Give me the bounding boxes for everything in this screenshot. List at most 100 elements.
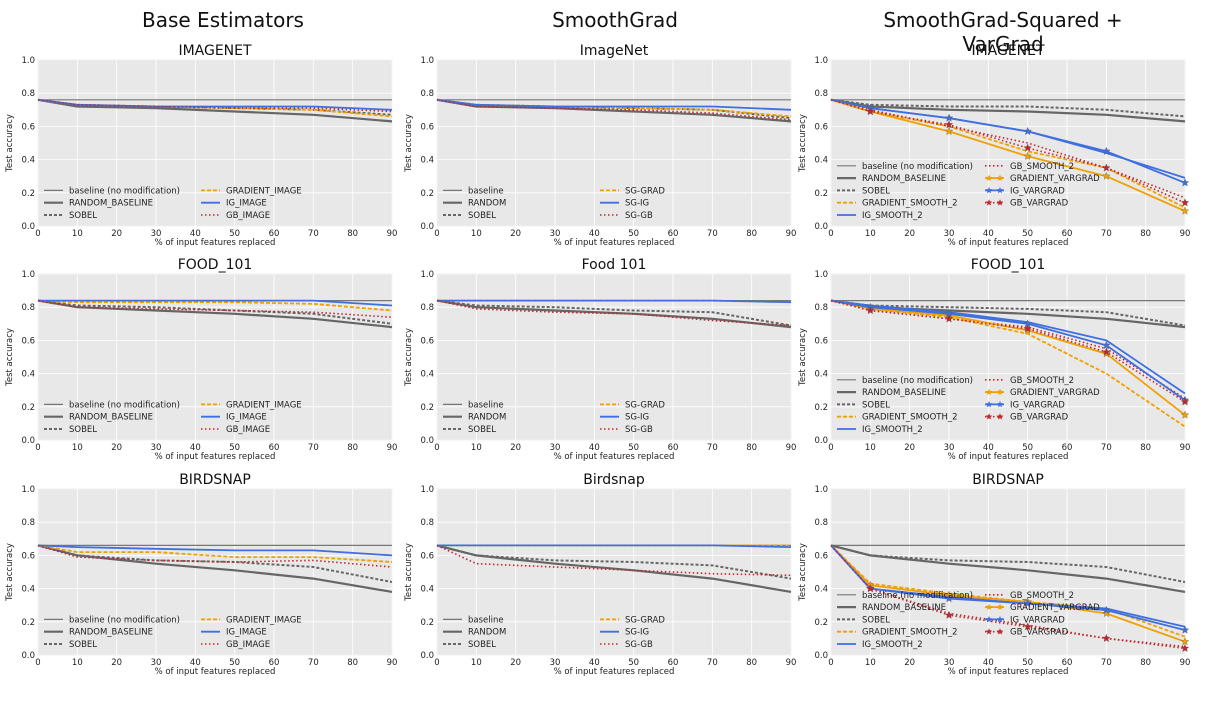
y-tick-label: 0.0 (420, 436, 434, 446)
y-tick-label: 0.4 (21, 370, 35, 380)
y-tick-label: 0.8 (21, 518, 35, 528)
x-tick-label: 80 (347, 229, 358, 239)
x-tick-label: 60 (668, 658, 679, 668)
x-tick-label: 20 (111, 443, 122, 453)
series-line (436, 299, 792, 329)
series-marker (944, 610, 954, 619)
legend-label: SOBEL (862, 186, 890, 196)
x-tick-label: 70 (1101, 229, 1112, 239)
series-line (437, 544, 792, 548)
series-line (37, 99, 393, 113)
legend-label: IG_SMOOTH_2 (862, 640, 923, 650)
legend-label: baseline (468, 186, 504, 196)
y-tick-label: 0.0 (814, 651, 828, 661)
column-title-smoothgrad: SmoothGrad (552, 8, 678, 32)
series-line (436, 98, 792, 111)
x-tick-label: 80 (746, 229, 757, 239)
series-marker (1180, 206, 1190, 215)
y-tick-label: 0.8 (420, 518, 434, 528)
x-tick-label: 40 (190, 443, 201, 453)
y-tick-label: 0.6 (420, 551, 434, 561)
legend-label: GRADIENT_SMOOTH_2 (862, 413, 958, 423)
x-tick-label: 90 (1180, 658, 1191, 668)
legend-marker (996, 628, 1004, 635)
chart-title: FOOD_101 (178, 257, 253, 273)
x-tick-label: 50 (229, 229, 240, 239)
chart-title: ImageNet (580, 43, 649, 59)
y-tick-label: 0.8 (420, 89, 434, 99)
series-line (830, 299, 1186, 416)
x-tick-label: 10 (865, 658, 876, 668)
x-tick-label: 50 (1022, 443, 1033, 453)
y-axis-label: Test accuracy (798, 114, 808, 173)
x-axis-label: % of input features replaced (155, 452, 276, 462)
legend-label: GRADIENT_VARGRAD (1010, 174, 1100, 184)
y-tick-label: 0.0 (21, 222, 35, 232)
y-tick-label: 0.6 (814, 336, 828, 346)
chart-panel-6: 0 10 20 30 40 50 60 70 80 90 0.0 0.2 0.4 0.6 0.8 1.0 FOO… (798, 257, 1190, 462)
x-tick-label: 0 (828, 443, 833, 453)
y-tick-label: 0.4 (420, 370, 434, 380)
plot-area (830, 273, 1186, 441)
chart-title: IMAGENET (971, 43, 1045, 59)
series-marker (1180, 625, 1190, 634)
legend-label: SOBEL (468, 640, 496, 650)
x-tick-label: 0 (828, 229, 833, 239)
x-tick-label: 40 (983, 229, 994, 239)
y-axis-label: Test accuracy (5, 114, 15, 173)
plot-area (830, 488, 1186, 656)
series-line (830, 299, 1186, 401)
legend-label: IG_SMOOTH_2 (862, 211, 923, 221)
legend-label: GRADIENT_IMAGE (226, 186, 302, 196)
legend-label: GB_VARGRAD (1010, 199, 1069, 209)
chart-panel-5: 0 10 20 30 40 50 60 70 80 90 0.0 0.2 0.4 0.6 0.8 1.0 Foo… (404, 257, 796, 462)
legend-label: RANDOM_BASELINE (69, 199, 153, 209)
series-line (37, 544, 393, 557)
legend-label: GRADIENT_SMOOTH_2 (862, 199, 958, 209)
chart-panel-7: 0 10 20 30 40 50 60 70 80 90 0.0 0.2 0.4 0.6 0.8 1.0 BIR… (5, 472, 397, 677)
x-tick-label: 10 (72, 443, 83, 453)
y-tick-label: 0.4 (21, 156, 35, 166)
series-marker (1102, 634, 1111, 642)
y-axis-label: Test accuracy (404, 543, 414, 602)
chart-title: Birdsnap (583, 472, 645, 488)
x-tick-label: 30 (550, 229, 561, 239)
legend-marker (985, 603, 993, 610)
x-tick-label: 40 (190, 229, 201, 239)
chart-title: FOOD_101 (971, 257, 1046, 273)
y-tick-label: 0.8 (21, 89, 35, 99)
legend-label: RANDOM (468, 199, 506, 209)
series-line (37, 299, 393, 325)
x-axis-label: % of input features replaced (948, 452, 1069, 462)
chart-panel-4: 0 10 20 30 40 50 60 70 80 90 0.0 0.2 0.4 0.6 0.8 1.0 FOO… (5, 257, 397, 462)
legend-label: IG_VARGRAD (1010, 186, 1065, 196)
y-axis-label: Test accuracy (798, 543, 808, 602)
x-tick-label: 10 (865, 229, 876, 239)
x-axis-label: % of input features replaced (948, 238, 1069, 248)
y-tick-label: 0.2 (420, 189, 434, 199)
x-tick-label: 60 (668, 443, 679, 453)
x-tick-label: 70 (308, 443, 319, 453)
series-marker (1102, 146, 1111, 155)
x-tick-label: 70 (1101, 443, 1112, 453)
legend-label: GRADIENT_IMAGE (226, 400, 302, 410)
legend-label: GB_IMAGE (226, 211, 270, 221)
x-tick-label: 80 (347, 658, 358, 668)
legend-label: SOBEL (468, 425, 496, 435)
legend-label: GB_SMOOTH_2 (1010, 162, 1074, 172)
y-tick-label: 0.6 (814, 122, 828, 132)
series-marker (1102, 163, 1111, 172)
legend-label: GRADIENT_VARGRAD (1010, 603, 1100, 613)
x-tick-label: 50 (628, 229, 639, 239)
y-tick-label: 0.2 (21, 189, 35, 199)
x-tick-label: 90 (786, 443, 797, 453)
x-tick-label: 40 (983, 443, 994, 453)
y-tick-label: 0.0 (814, 436, 828, 446)
plot-area (37, 59, 393, 227)
series-marker (866, 584, 875, 593)
legend-label: SG-GB (625, 425, 653, 435)
series-line (830, 299, 1186, 327)
series-line (37, 299, 393, 318)
series-line (830, 299, 1186, 403)
